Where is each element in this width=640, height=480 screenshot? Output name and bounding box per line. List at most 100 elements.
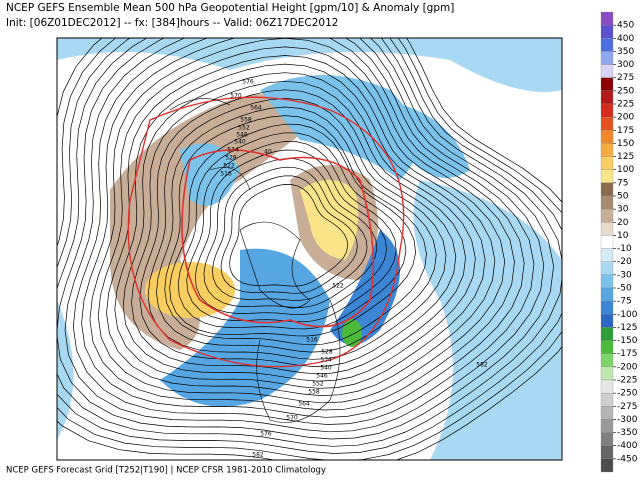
colorbar-swatch	[600, 38, 614, 52]
colorbar-swatch	[600, 287, 614, 302]
height-contour	[89, 38, 515, 411]
colorbar-swatch	[600, 11, 614, 26]
colorbar-swatch	[600, 314, 614, 328]
height-contour	[194, 149, 387, 315]
height-contour	[156, 106, 437, 353]
colorbar-label: -100	[617, 310, 638, 320]
height-contour	[203, 158, 378, 308]
colorbar-label: 150	[617, 139, 634, 149]
height-contour	[57, 38, 562, 454]
colorbar-swatch	[600, 90, 614, 105]
colorbar-label: -275	[617, 402, 637, 412]
map-area	[57, 38, 562, 460]
height-contour	[131, 80, 466, 375]
colorbar-label: -350	[617, 428, 638, 438]
contour-label: 522	[223, 163, 235, 170]
colorbar-swatch	[600, 51, 614, 65]
colorbar-swatch	[600, 419, 614, 433]
colorbar-swatch	[600, 300, 614, 315]
footer: NCEP GEFS Forecast Grid [T252|T190] | NC…	[6, 466, 326, 476]
colorbar-swatch	[600, 103, 614, 118]
colorbar-label: -400	[617, 441, 638, 451]
colorbar-swatch	[600, 156, 614, 170]
colorbar-swatch	[600, 340, 614, 354]
colorbar-swatch	[600, 222, 614, 236]
contour-label: 570	[286, 415, 298, 422]
contour-label: 534	[320, 357, 332, 364]
colorbar-swatch	[600, 143, 614, 157]
colorbar-label: 20	[617, 218, 629, 228]
colorbar-label: 400	[617, 34, 634, 44]
colorbar-label: 175	[617, 126, 634, 136]
contour-label: 40	[264, 149, 272, 156]
contour-label: 552	[238, 125, 250, 132]
contour-label: 546	[316, 373, 328, 380]
height-contour	[122, 72, 476, 382]
height-contour	[81, 38, 525, 418]
colorbar-label: 100	[617, 165, 634, 175]
contour-label: 576	[242, 79, 254, 86]
title: NCEP GEFS Ensemble Mean 500 hPa Geopoten…	[6, 2, 454, 14]
colorbar-swatch	[600, 392, 614, 407]
contour-label: 516	[306, 337, 318, 344]
height-contour	[147, 98, 447, 360]
height-contour	[169, 123, 416, 337]
colorbar-label: -300	[617, 415, 638, 425]
colorbar-label: 50	[617, 192, 629, 202]
colorbar-swatch	[600, 235, 614, 249]
contour-label: 558	[240, 117, 252, 124]
colorbar-label: 300	[617, 60, 634, 70]
height-contour	[220, 175, 358, 294]
subtitle: Init: [06Z01DEC2012] -- fx: [384]hours -…	[6, 17, 338, 29]
colorbar-label: -125	[617, 323, 637, 333]
colorbar-label: 350	[617, 47, 634, 57]
contour-label: 516	[220, 171, 232, 178]
colorbar-swatch	[600, 195, 614, 210]
contour-label: 564	[250, 105, 262, 112]
contour-label: 552	[312, 381, 324, 388]
contour-label: 522	[332, 283, 344, 290]
colorbar-label: -20	[617, 257, 632, 267]
colorbar-swatch	[600, 116, 614, 131]
colorbar-label: 200	[617, 113, 634, 123]
contour-label: 582	[252, 452, 264, 459]
colorbar-label: 450	[617, 21, 634, 31]
contour-label: 576	[260, 431, 272, 438]
colorbar-swatch	[600, 130, 614, 144]
colorbar-label: 250	[617, 86, 634, 96]
colorbar-swatch	[600, 248, 614, 262]
colorbar-label: -10	[617, 244, 632, 254]
height-contour	[64, 38, 545, 433]
colorbar-label: -225	[617, 376, 637, 386]
contour-label: 540	[320, 365, 332, 372]
colorbar: 450 400 350 300 275 250 225 200 175 150 125 100 75 50…	[600, 11, 638, 473]
contour-label: 582	[476, 362, 488, 369]
colorbar-swatch	[600, 353, 614, 368]
contour-label: 540	[234, 139, 246, 146]
height-contour	[57, 38, 554, 440]
colorbar-label: 30	[617, 205, 629, 215]
height-contour	[106, 55, 496, 396]
height-contour	[229, 184, 349, 287]
colorbar-swatch	[600, 379, 614, 394]
colorbar-label: 275	[617, 73, 634, 83]
colorbar-swatch	[600, 274, 614, 289]
colorbar-swatch	[600, 64, 614, 78]
colorbar-swatch	[600, 406, 614, 420]
contour-label: 558	[308, 389, 320, 396]
colorbar-label: -75	[617, 297, 632, 307]
colorbar-label: 125	[617, 152, 634, 162]
colorbar-label: -30	[617, 270, 632, 280]
height-contour	[57, 38, 562, 460]
height-contour	[186, 141, 397, 323]
contour-label: 546	[236, 132, 248, 139]
contour-label: 570	[230, 93, 242, 100]
colorbar-label: -450	[617, 454, 638, 464]
colorbar-label: -150	[617, 336, 638, 346]
colorbar-swatch	[600, 182, 614, 197]
height-contour	[97, 46, 506, 404]
colorbar-label: -250	[617, 389, 638, 399]
colorbar-label: 75	[617, 178, 628, 188]
